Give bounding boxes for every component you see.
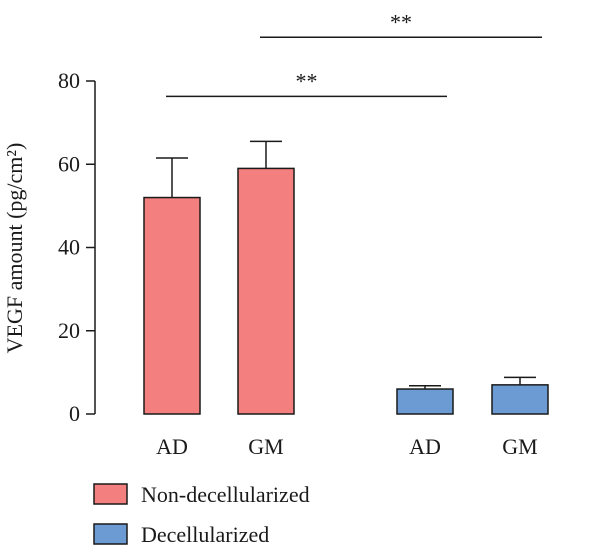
bar-0 [143,196,201,415]
y-tick-label-4: 80 [58,68,80,93]
significance-label-1: ** [390,9,412,34]
category-label-0: AD [156,434,188,459]
bar-2 [396,388,454,415]
error-bars [156,140,536,390]
y-axis-label: VEGF amount (pg/cm²) [2,143,27,354]
legend-label-0: Non-decellularized [141,482,310,507]
category-label-3: GM [502,434,537,459]
y-tick-label-2: 40 [58,235,80,260]
bars [143,167,549,415]
legend-swatch-1 [93,523,128,545]
y-tick-label-0: 0 [69,401,80,426]
bar-3 [491,384,549,415]
category-labels: AD GM AD GM [156,434,538,459]
legend: Non-decellularized Decellularized [93,482,310,547]
category-label-1: GM [248,434,283,459]
bar-1 [237,167,295,415]
y-axis: 0 20 40 60 80 [58,68,96,426]
significance-brackets: ** ** [166,9,542,98]
y-tick-label-3: 60 [58,151,80,176]
significance-label-0: ** [296,68,318,93]
legend-label-1: Decellularized [141,522,269,547]
legend-swatch-0 [93,483,128,505]
y-tick-label-1: 20 [58,318,80,343]
category-label-2: AD [409,434,441,459]
